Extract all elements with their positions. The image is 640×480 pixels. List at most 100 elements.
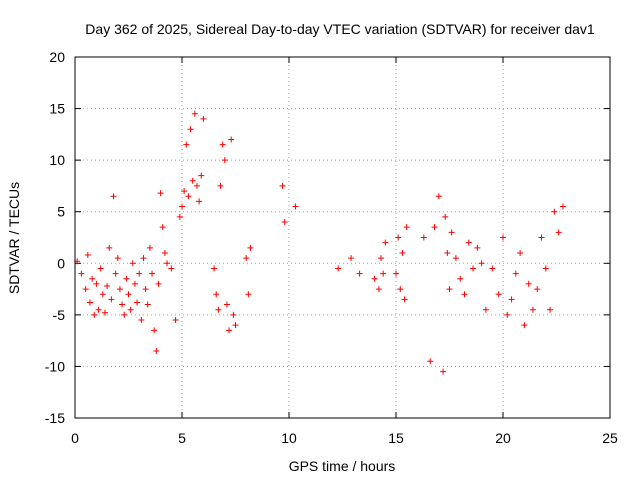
data-point: [401, 296, 408, 303]
y-tick-label: 10: [49, 152, 65, 168]
data-point: [452, 255, 459, 262]
data-point: [114, 255, 121, 262]
data-point: [110, 193, 117, 200]
data-point: [482, 306, 489, 313]
data-point: [108, 296, 115, 303]
data-point: [529, 306, 536, 313]
y-tick-label: 5: [57, 204, 65, 220]
x-tick-label: 15: [388, 430, 404, 446]
data-point: [525, 280, 532, 287]
data-point: [470, 265, 477, 272]
data-point: [112, 270, 119, 277]
data-point: [427, 358, 434, 365]
data-point: [191, 110, 198, 117]
plot-frame: [74, 56, 611, 419]
data-point: [183, 141, 190, 148]
data-point: [200, 115, 207, 122]
data-point: [399, 249, 406, 256]
data-point: [512, 270, 519, 277]
data-point: [243, 255, 250, 262]
data-point: [420, 234, 427, 241]
x-tick-label: 5: [178, 430, 186, 446]
y-axis-title: SDTVAR / TECUs: [6, 182, 22, 294]
data-point: [551, 208, 558, 215]
data-point: [281, 219, 288, 226]
data-point: [187, 126, 194, 133]
data-point: [444, 249, 451, 256]
data-point: [380, 270, 387, 277]
axis-ticks: [74, 56, 611, 419]
data-point: [538, 234, 545, 241]
data-point: [78, 270, 85, 277]
data-point: [495, 291, 502, 298]
data-point: [442, 213, 449, 220]
data-point: [93, 280, 100, 287]
data-point: [138, 317, 145, 324]
x-tick-label: 25: [602, 430, 618, 446]
data-point: [534, 286, 541, 293]
data-point: [193, 182, 200, 189]
data-point: [521, 322, 528, 329]
data-point: [101, 309, 108, 316]
x-tick-label: 20: [495, 430, 511, 446]
data-point: [146, 244, 153, 251]
data-point: [371, 275, 378, 282]
data-point: [478, 260, 485, 267]
data-marks: [74, 110, 566, 375]
data-point: [179, 203, 185, 210]
data-point: [395, 234, 402, 241]
x-tick-label: 10: [281, 430, 297, 446]
data-point: [181, 188, 188, 195]
data-point: [104, 282, 111, 289]
chart-title: Day 362 of 2025, Sidereal Day-to-day VTE…: [85, 21, 595, 37]
y-tick-labels: 20 15 10 5 0 -5 -10 -15: [45, 49, 65, 426]
data-point: [157, 190, 164, 197]
x-axis-title: GPS time / hours: [289, 458, 396, 474]
data-point: [393, 270, 399, 277]
data-point: [356, 270, 363, 277]
data-point: [213, 291, 220, 298]
data-point: [448, 229, 455, 236]
data-point: [106, 244, 113, 251]
data-point: [474, 244, 481, 251]
y-tick-label: 20: [49, 49, 65, 65]
data-point: [144, 301, 151, 308]
y-tick-label: 15: [49, 101, 65, 117]
data-point: [457, 275, 464, 282]
data-point: [517, 249, 524, 256]
data-point: [151, 327, 158, 334]
data-point: [211, 265, 218, 272]
data-point: [542, 265, 549, 272]
data-point: [129, 260, 136, 267]
y-tick-label: 0: [57, 255, 65, 271]
data-point: [134, 299, 141, 306]
data-point: [397, 286, 404, 293]
data-point: [440, 368, 447, 375]
y-tick-label: -15: [45, 410, 65, 426]
data-point: [176, 213, 183, 220]
data-point: [116, 286, 123, 293]
data-point: [196, 198, 203, 205]
data-point: [189, 177, 196, 184]
data-point: [226, 327, 233, 334]
data-point: [215, 306, 222, 313]
data-point: [97, 265, 104, 272]
data-point: [172, 317, 179, 324]
data-point: [247, 244, 254, 251]
data-point: [125, 291, 132, 298]
data-point: [82, 286, 89, 293]
data-point: [555, 229, 562, 236]
data-point: [547, 306, 554, 313]
data-point: [153, 347, 160, 354]
data-point: [461, 291, 468, 298]
data-point: [164, 260, 171, 267]
x-tick-labels: 0 5 10 15 20 25: [71, 430, 618, 446]
data-point: [232, 322, 239, 329]
data-point: [84, 252, 91, 259]
data-point: [140, 255, 147, 262]
data-point: [119, 301, 126, 308]
data-point: [221, 157, 228, 164]
x-tick-label: 0: [71, 430, 79, 446]
data-point: [136, 270, 143, 277]
